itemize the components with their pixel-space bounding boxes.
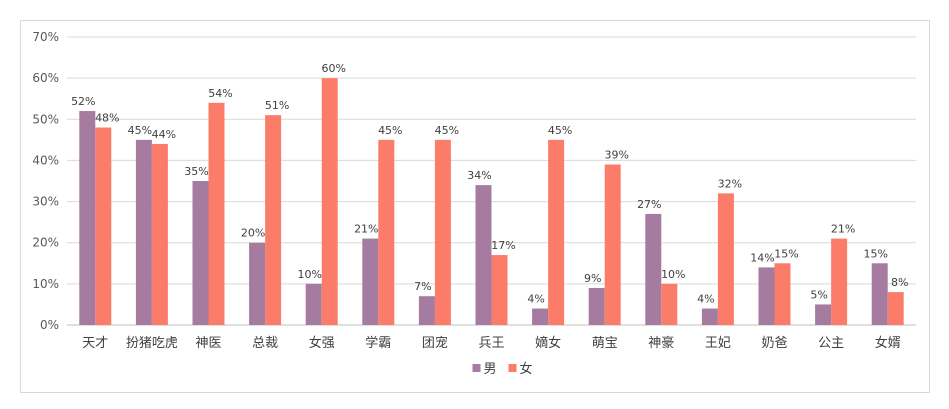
category-label: 王妃	[705, 336, 731, 351]
data-label: 44%	[152, 128, 176, 141]
data-label: 15%	[863, 247, 887, 260]
bar-male	[362, 238, 379, 325]
bar-female	[95, 127, 112, 325]
data-label: 60%	[321, 62, 345, 75]
category-label: 学霸	[365, 335, 391, 351]
bar-female	[321, 78, 338, 325]
category-label: 女婿	[875, 335, 901, 351]
bar-female	[774, 263, 791, 325]
y-axis-ticks: 0% 10% 20% 30% 40% 50% 60% 70%	[32, 30, 59, 332]
legend-swatch-male	[472, 364, 481, 372]
bar-female	[831, 238, 848, 325]
bar-male	[79, 111, 96, 325]
chart-frame: 0% 10% 20% 30% 40% 50% 60% 70% 52% 48% 45% 44% 35% 5…	[20, 20, 930, 393]
category-label: 嫡女	[535, 335, 561, 351]
bar-male	[305, 283, 322, 325]
bar-male	[588, 287, 605, 325]
bar-male	[701, 308, 718, 325]
data-label: 20%	[241, 227, 265, 240]
category-label: 公主	[818, 336, 844, 351]
bar-male	[418, 296, 435, 325]
bar-female	[151, 143, 168, 325]
category-label: 神医	[195, 336, 221, 351]
bar-male	[475, 185, 492, 325]
category-label: 兵王	[478, 336, 504, 351]
data-label: 14%	[750, 251, 774, 264]
data-label: 21%	[831, 223, 855, 236]
bar-female	[548, 139, 565, 325]
data-label: 52%	[71, 95, 95, 108]
data-label: 45%	[128, 124, 152, 137]
category-label: 奶爸	[761, 336, 787, 351]
data-label: 54%	[208, 87, 232, 100]
bar-male	[645, 213, 662, 325]
bar-female	[661, 283, 678, 325]
y-tick-label: 30%	[32, 195, 59, 209]
category-label: 神豪	[648, 335, 674, 351]
data-label: 15%	[774, 247, 798, 260]
data-label: 8%	[891, 276, 908, 289]
data-label: 4%	[527, 293, 544, 306]
y-tick-label: 10%	[32, 277, 59, 291]
data-label: 21%	[354, 223, 378, 236]
bar-male	[249, 242, 266, 325]
category-label: 总裁	[252, 335, 278, 351]
x-axis-categories: 天才 扮猪吃虎 神医 总裁 女强 学霸 团宠 兵王 嫡女 萌宝 神豪 王妃 奶爸 公主 女婿	[82, 335, 900, 351]
data-label: 39%	[604, 149, 628, 162]
legend-swatch-female	[508, 364, 517, 372]
bar-male	[815, 304, 832, 325]
bar-female	[604, 164, 621, 325]
bar-female	[887, 292, 904, 325]
y-tick-label: 40%	[32, 153, 59, 167]
y-tick-label: 50%	[32, 112, 59, 126]
data-label: 45%	[378, 124, 402, 137]
y-tick-label: 20%	[32, 236, 59, 250]
bar-male	[192, 181, 209, 325]
data-label: 35%	[184, 165, 208, 178]
legend-label-male: 男	[484, 362, 497, 377]
category-label: 女强	[309, 335, 335, 351]
category-label: 扮猪吃虎	[126, 335, 178, 351]
category-label: 团宠	[422, 335, 448, 351]
bar-female	[265, 115, 282, 326]
bar-male	[758, 267, 775, 325]
legend-label-female: 女	[520, 361, 533, 377]
bar-female	[434, 139, 451, 325]
bar-female	[491, 255, 508, 325]
y-tick-label: 70%	[32, 30, 59, 44]
data-labels: 52%48%45% 44%35%54%20%51%10%60%21%45%7%45…	[71, 62, 908, 305]
data-label: 34%	[467, 169, 491, 182]
data-label: 10%	[661, 268, 685, 281]
data-label: 4%	[697, 293, 714, 306]
data-label: 45%	[435, 124, 459, 137]
category-label: 萌宝	[592, 336, 618, 351]
data-label: 5%	[810, 288, 827, 301]
bar-female	[378, 139, 395, 325]
bar-male	[532, 308, 549, 325]
bar-male	[135, 139, 152, 325]
y-tick-label: 60%	[32, 71, 59, 85]
bar-chart: 0%10%20%30%40%50%60%70% 52%48%45% 44%35%5…	[32, 30, 916, 377]
bars	[79, 78, 904, 326]
data-label: 17%	[491, 239, 515, 252]
y-tick-label: 0%	[40, 318, 59, 332]
data-label: 32%	[718, 177, 742, 190]
category-label: 天才	[82, 336, 108, 351]
data-label: 45%	[548, 124, 572, 137]
bar-male	[871, 263, 888, 325]
data-label: 9%	[584, 272, 601, 285]
legend: 男女	[472, 361, 533, 377]
data-label: 48%	[95, 112, 119, 125]
data-label: 10%	[297, 268, 321, 281]
bar-female	[717, 193, 734, 325]
data-label: 7%	[414, 280, 431, 293]
data-label: 51%	[265, 99, 289, 112]
data-label: 27%	[637, 198, 661, 211]
bar-female	[208, 102, 225, 325]
